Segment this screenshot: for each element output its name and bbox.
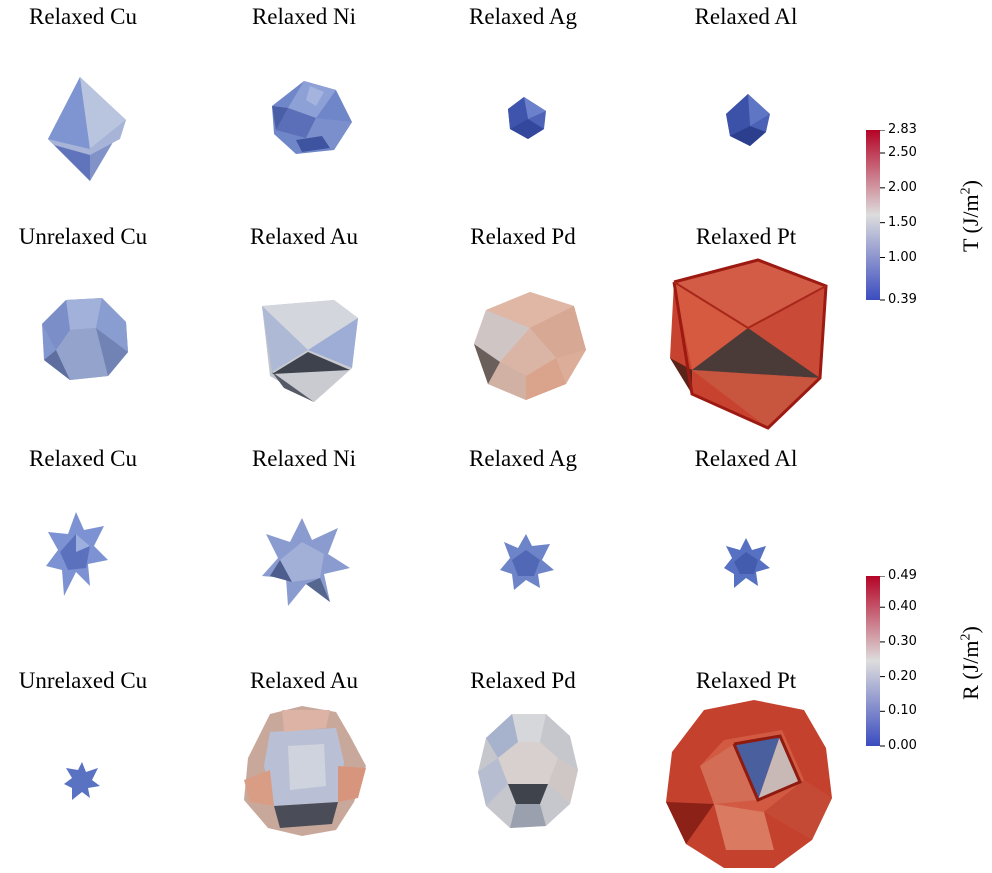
colorbar_r-tick-label: 0.30 xyxy=(888,633,917,649)
colorbar-t xyxy=(866,130,885,301)
colorbar_r-tick-label: 0.49 xyxy=(888,568,917,583)
colorbar_r-tick-label: 0.10 xyxy=(888,703,917,719)
panel-label-3: Relaxed Ag xyxy=(469,4,577,29)
panel-label-6: Relaxed Au xyxy=(250,224,358,249)
panel-label-15: Relaxed Pd xyxy=(470,668,576,693)
panel-label-4: Relaxed Al xyxy=(694,4,798,29)
colorbar_t-tick-label: 1.50 xyxy=(888,214,917,230)
panel-label-10: Relaxed Ni xyxy=(251,446,357,471)
panel-label-9: Relaxed Cu xyxy=(29,446,137,471)
colorbar-r-title: R (J/m2) xyxy=(958,626,983,700)
shape-relaxed-au-t xyxy=(262,300,358,402)
colorbar_r-tick-label: 0.00 xyxy=(888,738,917,753)
panel-label-5: Unrelaxed Cu xyxy=(18,224,148,249)
colorbar_t-tick-label: 0.39 xyxy=(888,292,917,307)
shape-relaxed-ag-r xyxy=(500,534,554,590)
panel-label-7: Relaxed Pd xyxy=(470,224,576,249)
panel-label-16: Relaxed Pt xyxy=(695,668,797,693)
shape-unrelaxed-cu-t xyxy=(42,298,128,380)
panel-label-11: Relaxed Ag xyxy=(469,446,577,471)
shape-relaxed-cu-t xyxy=(48,77,126,181)
shape-relaxed-au-r xyxy=(244,706,366,836)
colorbar_r-tick-label: 0.40 xyxy=(888,599,917,615)
colorbar_t-tick-label: 2.00 xyxy=(888,179,917,195)
panel-label-1: Relaxed Cu xyxy=(29,4,137,29)
shape-relaxed-cu-r xyxy=(46,512,108,596)
shape-relaxed-ni-t xyxy=(272,81,352,154)
shape-relaxed-pt-r xyxy=(666,700,832,868)
panel-label-12: Relaxed Al xyxy=(694,446,798,471)
shape-relaxed-ag-t xyxy=(508,97,546,139)
shape-relaxed-al-t xyxy=(726,94,770,146)
panel-label-14: Relaxed Au xyxy=(250,668,358,693)
shape-relaxed-pd-r xyxy=(478,714,578,828)
panel-label-8: Relaxed Pt xyxy=(695,224,797,249)
panel-label-13: Unrelaxed Cu xyxy=(18,668,148,693)
shape-relaxed-ni-r xyxy=(262,518,350,606)
colorbar-r xyxy=(866,576,885,747)
shape-relaxed-pd-t xyxy=(474,292,586,400)
panel-label-2: Relaxed Ni xyxy=(251,4,357,29)
shape-relaxed-al-r xyxy=(724,538,770,588)
shape-relaxed-pt-t xyxy=(670,258,828,430)
colorbar_t-tick-label: 2.83 xyxy=(888,122,917,137)
colorbar_r-tick-label: 0.20 xyxy=(888,668,917,684)
shape-unrelaxed-cu-r xyxy=(64,762,100,800)
colorbar-t-title: T (J/m2) xyxy=(958,180,983,252)
colorbar_t-tick-label: 1.00 xyxy=(888,249,917,265)
colorbar_t-tick-label: 2.50 xyxy=(888,144,917,160)
